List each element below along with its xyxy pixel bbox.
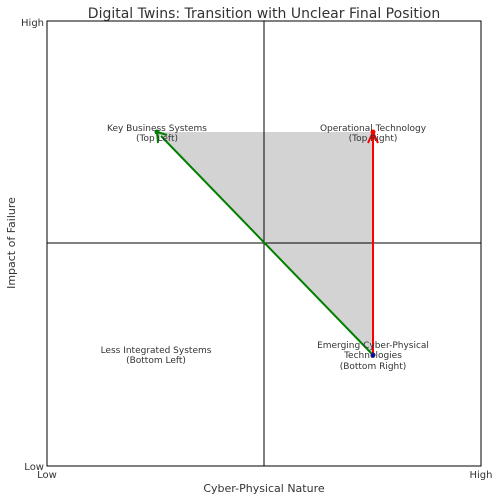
quadrant-top-right-label: Operational Technology <box>320 124 427 134</box>
quadrant-bottom-right-sub: (Bottom Right) <box>340 362 407 372</box>
quadrant-bottom-right-label: Emerging Cyber-Physical <box>317 341 429 351</box>
y-axis-high-label: High <box>21 18 44 29</box>
quadrant-top-left-sub: (Top Left) <box>136 134 178 144</box>
quadrant-bottom-left-label: Less Integrated Systems <box>101 346 212 356</box>
x-axis-high-label: High <box>470 470 493 481</box>
x-axis-low-label: Low <box>37 470 57 481</box>
quadrant-top-left-label: Key Business Systems <box>107 124 207 134</box>
quadrant-bottom-right-label-2: Technologies <box>343 351 402 361</box>
top-right-point <box>370 129 376 135</box>
start-point <box>370 352 376 358</box>
y-axis-low-label: Low <box>24 462 44 473</box>
x-axis-title: Cyber-Physical Nature <box>203 482 325 495</box>
chart-title: Digital Twins: Transition with Unclear F… <box>88 6 440 22</box>
quadrant-top-right-sub: (Top Right) <box>349 134 398 144</box>
top-left-point <box>154 129 160 135</box>
y-axis-title: Impact of Failure <box>5 197 18 289</box>
green-arrow-line <box>160 135 374 356</box>
quadrant-bottom-left-sub: (Bottom Left) <box>126 356 186 366</box>
